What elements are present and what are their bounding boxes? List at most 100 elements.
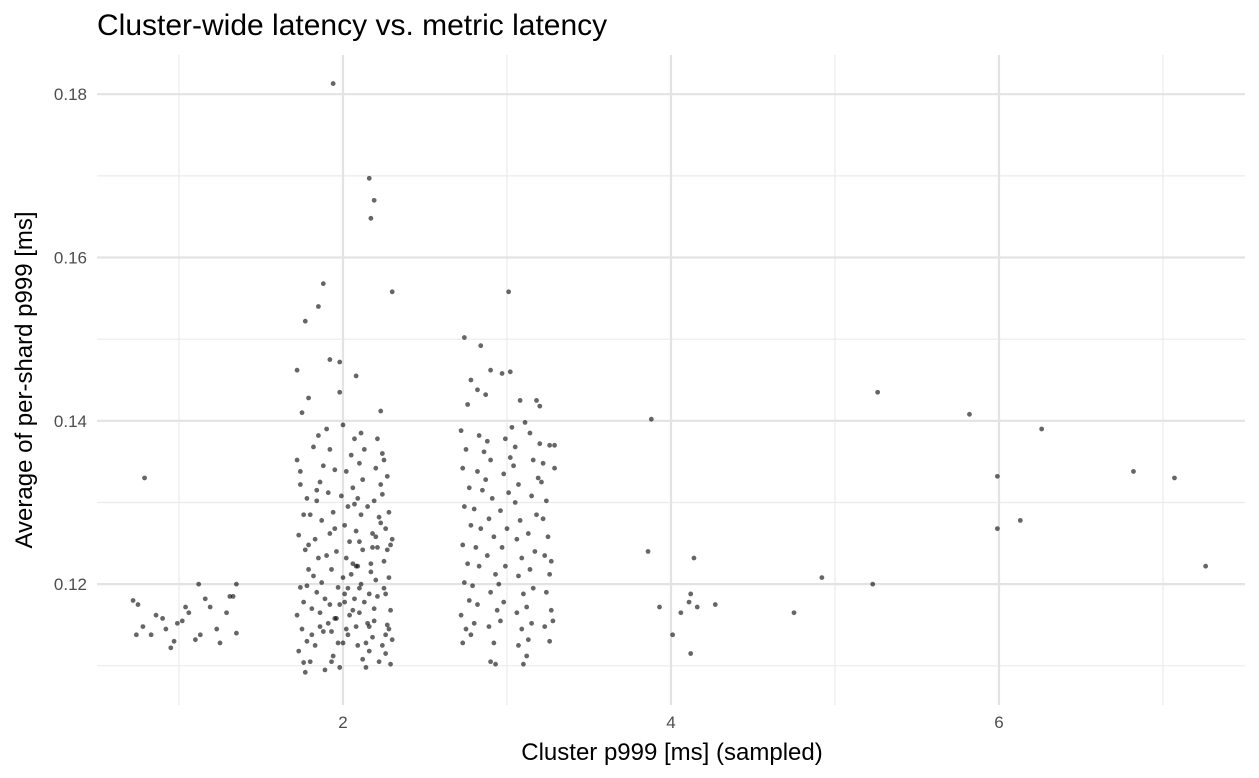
data-point — [316, 304, 321, 309]
data-point — [383, 526, 389, 532]
data-point — [366, 591, 372, 597]
data-point — [296, 648, 302, 654]
data-point — [207, 604, 213, 610]
data-point — [383, 651, 389, 656]
data-point — [543, 589, 549, 595]
data-point — [694, 604, 700, 610]
data-point — [360, 477, 366, 483]
x-tick-label: 4 — [666, 713, 675, 732]
data-point — [994, 473, 1000, 479]
data-point — [363, 665, 369, 670]
data-point — [468, 632, 474, 638]
data-point — [217, 640, 223, 646]
data-point — [368, 561, 374, 567]
data-point — [494, 607, 500, 613]
data-point — [350, 561, 356, 567]
data-point — [327, 602, 333, 607]
data-point — [678, 610, 684, 616]
data-point — [378, 408, 384, 414]
data-point — [465, 402, 471, 407]
x-tick-labels: 2 4 6 — [338, 713, 1003, 732]
data-point — [542, 624, 548, 630]
data-point — [314, 498, 320, 504]
data-point — [304, 496, 310, 501]
data-point — [516, 642, 521, 648]
data-point — [386, 575, 392, 581]
data-point — [476, 563, 482, 569]
data-point — [368, 569, 374, 575]
data-point — [530, 585, 536, 591]
x-axis-title: Cluster p999 [ms] (sampled) — [521, 739, 822, 766]
data-point — [160, 616, 166, 621]
data-point — [670, 632, 676, 638]
data-point — [342, 599, 348, 605]
data-point — [819, 575, 825, 581]
data-point — [1172, 475, 1177, 481]
data-point — [371, 606, 377, 612]
data-point — [196, 581, 202, 587]
data-point — [142, 475, 147, 481]
data-point — [478, 343, 484, 349]
data-point — [319, 518, 325, 523]
data-point — [502, 436, 508, 442]
data-point — [329, 629, 334, 634]
data-point — [463, 626, 469, 632]
data-point — [347, 539, 352, 545]
data-point — [688, 591, 694, 597]
data-point — [539, 479, 544, 485]
data-point — [353, 624, 359, 630]
data-point — [458, 612, 464, 618]
data-point — [179, 618, 185, 624]
data-point — [375, 544, 380, 550]
data-point — [493, 661, 498, 667]
data-point — [337, 665, 343, 670]
data-point — [529, 620, 534, 626]
data-point — [317, 624, 323, 630]
data-point — [514, 610, 520, 616]
data-point — [540, 516, 546, 522]
data-point — [686, 599, 692, 605]
data-point — [476, 433, 482, 438]
data-point — [483, 392, 489, 398]
data-point — [357, 585, 362, 591]
data-point — [483, 477, 489, 483]
data-point — [325, 490, 331, 496]
data-point — [316, 555, 321, 561]
data-point — [967, 411, 972, 417]
data-point — [338, 493, 344, 499]
data-point — [489, 496, 495, 501]
data-point — [547, 442, 553, 448]
data-point — [537, 403, 543, 409]
data-point — [335, 640, 341, 646]
data-point — [330, 81, 336, 86]
data-point — [535, 475, 541, 481]
data-point — [552, 442, 557, 448]
data-point — [484, 553, 490, 558]
x-tick-label: 6 — [994, 713, 1003, 732]
data-point — [361, 599, 367, 605]
data-point — [370, 531, 375, 536]
data-point — [302, 547, 308, 553]
data-point — [306, 567, 311, 572]
data-point — [499, 371, 505, 376]
data-point — [355, 642, 361, 648]
data-point — [365, 504, 370, 509]
data-point — [153, 612, 159, 618]
data-point — [304, 583, 310, 589]
data-point — [234, 581, 239, 587]
data-point — [342, 522, 348, 528]
data-point — [465, 561, 471, 567]
data-point — [875, 389, 881, 395]
data-point — [519, 555, 525, 561]
data-point — [379, 642, 385, 648]
data-point — [334, 616, 339, 621]
data-point — [870, 581, 876, 587]
data-point — [334, 549, 339, 554]
data-point — [486, 516, 492, 522]
data-point — [330, 653, 336, 659]
data-point — [304, 638, 310, 644]
data-point — [712, 602, 718, 607]
data-point — [322, 596, 328, 602]
data-point — [688, 651, 694, 656]
data-point — [486, 624, 492, 630]
